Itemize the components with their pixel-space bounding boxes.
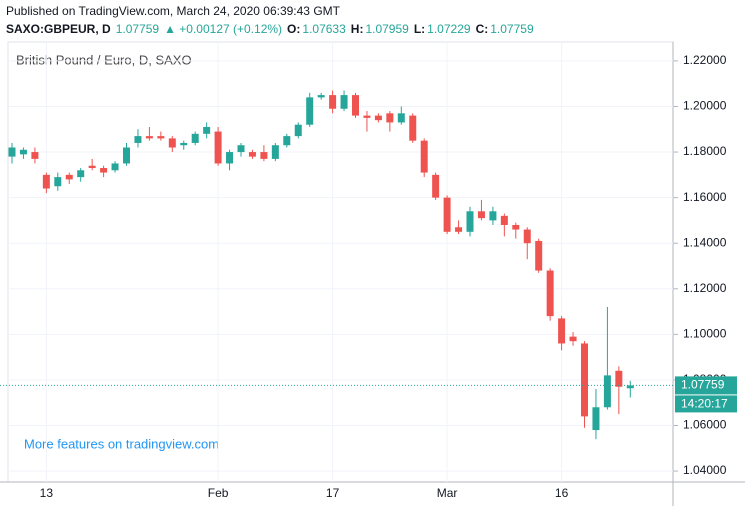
y-tick-label: 1.16000 xyxy=(683,190,727,204)
candle-body xyxy=(432,174,440,198)
ohlc-value: 1.07759 xyxy=(490,22,534,36)
candle-body xyxy=(466,211,474,232)
candle-body xyxy=(329,95,337,109)
x-tick-label: 17 xyxy=(326,486,340,500)
candle-body xyxy=(54,177,62,187)
candle-body xyxy=(386,113,394,123)
promo-link[interactable]: More features on tradingview.com xyxy=(24,436,219,451)
candle-body xyxy=(123,147,130,164)
candle-body xyxy=(420,140,428,173)
y-tick-label: 1.20000 xyxy=(683,99,727,113)
y-tick-label: 1.12000 xyxy=(683,281,727,295)
x-tick-label: Mar xyxy=(437,486,458,500)
candle-body xyxy=(569,336,577,342)
candle-body xyxy=(317,95,325,98)
y-tick-label: 1.14000 xyxy=(683,235,727,249)
price-label: 1.07759 xyxy=(681,378,725,392)
candle-body xyxy=(42,174,50,189)
candle-body xyxy=(523,229,531,244)
ohlc-label: C: xyxy=(476,22,489,36)
countdown: 14:20:17 xyxy=(681,397,728,411)
candle-body xyxy=(581,343,588,417)
change: ▲ +0.00127 (+0.12%) xyxy=(164,22,282,36)
candle-body xyxy=(352,95,359,116)
candle-body xyxy=(603,375,611,408)
candle-body xyxy=(19,149,27,155)
chart-title: British Pound / Euro, D, SAXO xyxy=(16,52,192,67)
candle-body xyxy=(443,197,451,232)
candle-body xyxy=(31,152,39,159)
published-line: Published on TradingView.com, March 24, … xyxy=(6,4,341,18)
candle-body xyxy=(306,97,314,125)
x-tick-label: Feb xyxy=(208,486,229,500)
ohlc-value: 1.07633 xyxy=(302,22,346,36)
candle-body xyxy=(397,113,405,123)
candle-body xyxy=(203,126,211,134)
candle-body xyxy=(592,407,600,431)
candle-body xyxy=(214,131,222,164)
candle-body xyxy=(157,136,165,139)
candle-body xyxy=(615,370,623,387)
candle-body xyxy=(477,211,485,219)
candle-body xyxy=(626,385,634,389)
candle-body xyxy=(88,165,96,169)
y-tick-label: 1.18000 xyxy=(683,144,727,158)
candle-body xyxy=(191,133,199,143)
candle-body xyxy=(558,318,566,344)
symbol: SAXO:GBPEUR, D xyxy=(6,22,111,36)
countdown-box xyxy=(675,395,737,413)
candle-body xyxy=(180,142,188,146)
candle-body xyxy=(374,115,382,121)
candle-body xyxy=(226,152,234,164)
candle-body xyxy=(237,145,245,153)
ohlc-value: 1.07959 xyxy=(365,22,409,36)
candle-body xyxy=(260,152,268,159)
candle-body xyxy=(535,240,543,271)
candle-body xyxy=(248,152,256,157)
candle-body xyxy=(77,170,85,178)
candle-body xyxy=(455,227,463,232)
candle-body xyxy=(500,215,508,225)
y-tick-label: 1.06000 xyxy=(683,418,727,432)
candle-body xyxy=(145,136,153,139)
candle-body xyxy=(271,145,279,159)
ohlc-label: L: xyxy=(414,22,425,36)
candle-body xyxy=(409,115,417,141)
candle-body xyxy=(65,174,73,180)
candle-body xyxy=(512,224,520,230)
y-tick-label: 1.10000 xyxy=(683,327,727,341)
candle-body xyxy=(363,115,371,118)
x-tick-label: 13 xyxy=(40,486,54,500)
candle-body xyxy=(168,138,176,148)
y-tick-label: 1.04000 xyxy=(683,463,727,477)
candle-body xyxy=(100,168,108,173)
x-tick-label: 16 xyxy=(555,486,569,500)
candle-body xyxy=(283,136,291,146)
ohlc-label: O: xyxy=(287,22,300,36)
candle-body xyxy=(546,270,554,317)
candle-body xyxy=(340,95,348,109)
y-tick-label: 1.22000 xyxy=(683,53,727,67)
candle-body xyxy=(489,211,497,221)
candle-body xyxy=(111,163,119,171)
candle-body xyxy=(134,136,142,143)
symbol-line: SAXO:GBPEUR, D 1.07759 ▲ +0.00127 (+0.12%)… xyxy=(6,22,534,36)
last-price: 1.07759 xyxy=(116,22,160,36)
ohlc-label: H: xyxy=(351,22,364,36)
candle-body xyxy=(294,124,302,137)
ohlc-value: 1.07229 xyxy=(427,22,471,36)
candle-body xyxy=(8,147,16,157)
price-label-box xyxy=(675,376,737,395)
